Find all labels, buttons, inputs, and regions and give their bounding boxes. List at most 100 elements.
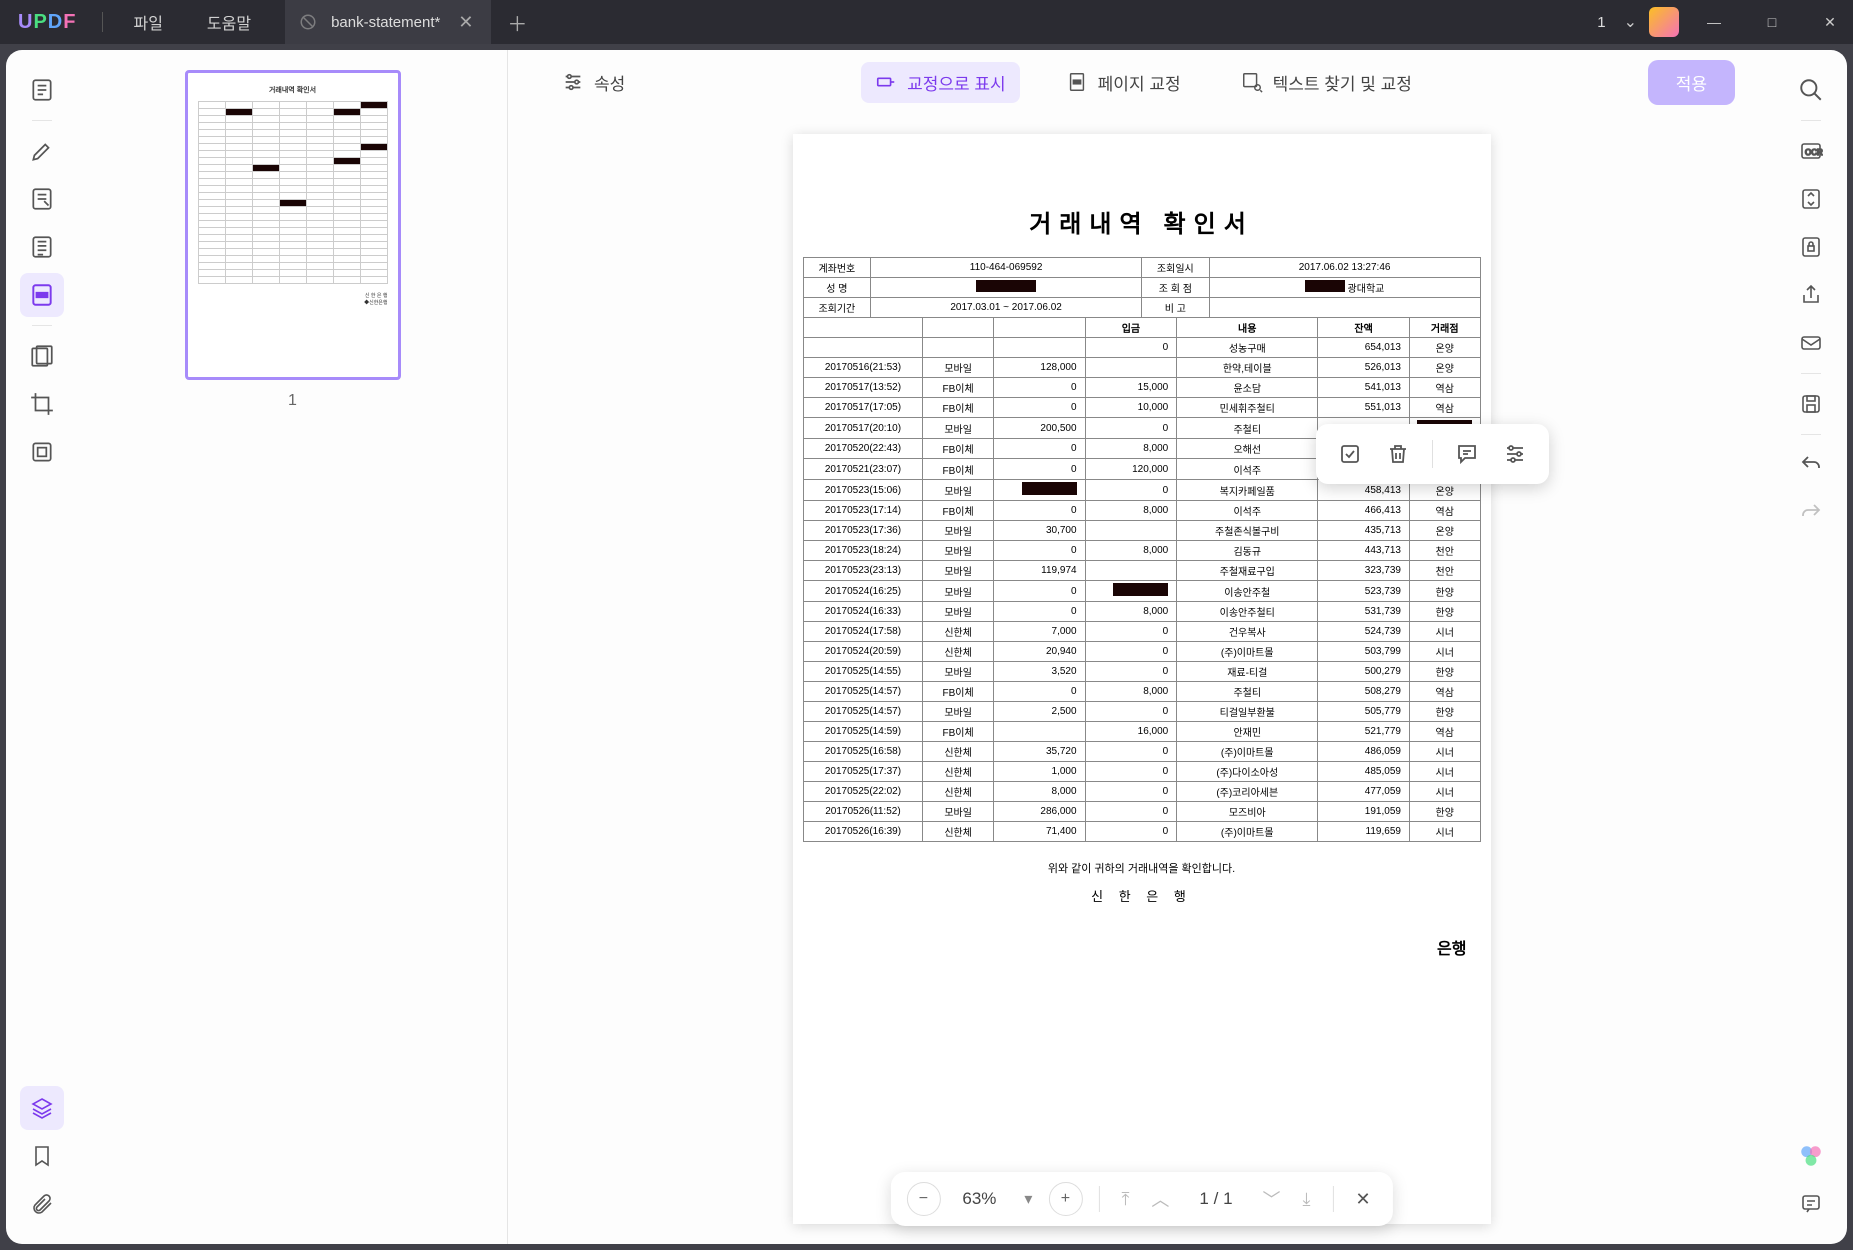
email-button[interactable] bbox=[1789, 321, 1833, 365]
tool-edit[interactable] bbox=[20, 177, 64, 221]
table-row: 20170525(14:59)FB이체16,000안재민521,779역삼 bbox=[803, 722, 1480, 742]
app-logo: U P D F bbox=[0, 11, 94, 34]
titlebar: U P D F 파일 도움말 bank-statement* ✕ ＋ 1 ⌄ —… bbox=[0, 0, 1853, 44]
save-button[interactable] bbox=[1789, 382, 1833, 426]
comment-button[interactable] bbox=[1447, 434, 1487, 474]
convert-button[interactable] bbox=[1789, 177, 1833, 221]
page-thumbnail[interactable]: 거래내역 확인서 bbox=[185, 70, 401, 380]
tool-attachment[interactable] bbox=[20, 1182, 64, 1226]
window-minimize[interactable]: — bbox=[1691, 0, 1737, 44]
add-tab-button[interactable]: ＋ bbox=[491, 8, 543, 37]
protect-button[interactable] bbox=[1789, 225, 1833, 269]
table-cell: 20170517(13:52) bbox=[803, 378, 923, 398]
page-redaction-button[interactable]: 페이지 교정 bbox=[1052, 62, 1195, 103]
delete-redact-button[interactable] bbox=[1378, 434, 1418, 474]
show-redaction-button[interactable]: 교정으로 표시 bbox=[861, 62, 1020, 103]
separator bbox=[102, 12, 103, 32]
canvas-scroll-area[interactable]: 거래내역 확인서 계좌번호110-464-069592조회일시2017.06.0… bbox=[508, 114, 1775, 1244]
zoom-out-button[interactable]: − bbox=[906, 1182, 940, 1216]
table-cell: 온양 bbox=[1409, 338, 1480, 358]
user-avatar[interactable] bbox=[1649, 7, 1679, 37]
zoom-dropdown[interactable]: ▾ bbox=[1018, 1189, 1038, 1209]
header-cell: 성 명 bbox=[803, 278, 871, 298]
menu-help[interactable]: 도움말 bbox=[185, 10, 273, 34]
separator bbox=[32, 325, 52, 326]
ai-button[interactable] bbox=[1789, 1134, 1833, 1178]
separator bbox=[1333, 1186, 1334, 1212]
table-cell: 8,000 bbox=[1085, 439, 1177, 459]
apply-button[interactable]: 적용 bbox=[1648, 60, 1735, 105]
comments-panel-button[interactable] bbox=[1789, 1182, 1833, 1226]
table-cell: 20170517(17:05) bbox=[803, 398, 923, 418]
table-cell: 역삼 bbox=[1409, 722, 1480, 742]
table-cell: 0 bbox=[993, 378, 1085, 398]
table-cell: 8,000 bbox=[1085, 602, 1177, 622]
tab-close-button[interactable]: ✕ bbox=[454, 12, 477, 33]
left-tool-rail bbox=[6, 50, 78, 1244]
tool-organize[interactable] bbox=[20, 334, 64, 378]
table-cell: 모바일 bbox=[923, 418, 994, 439]
window-maximize[interactable]: □ bbox=[1749, 0, 1795, 44]
find-replace-button[interactable]: 텍스트 찾기 및 교정 bbox=[1227, 62, 1426, 103]
table-cell: 526,013 bbox=[1318, 358, 1410, 378]
table-row: 20170525(14:57)FB이체08,000주철티508,279역삼 bbox=[803, 682, 1480, 702]
column-header: 내용 bbox=[1177, 318, 1318, 338]
table-cell: 505,779 bbox=[1318, 702, 1410, 722]
zoom-in-button[interactable]: + bbox=[1048, 1182, 1082, 1216]
chevron-down-icon[interactable]: ⌄ bbox=[1624, 12, 1637, 32]
close-zoom-bar[interactable]: ✕ bbox=[1350, 1189, 1377, 1210]
table-cell: 654,013 bbox=[1318, 338, 1410, 358]
tool-crop[interactable] bbox=[20, 382, 64, 426]
table-cell: 신한체 bbox=[923, 742, 994, 762]
ocr-button[interactable]: OCR bbox=[1789, 129, 1833, 173]
table-cell: 8,000 bbox=[1085, 501, 1177, 521]
table-cell: 200,500 bbox=[993, 418, 1085, 439]
properties-button[interactable]: 속성 bbox=[548, 62, 639, 103]
menu-file[interactable]: 파일 bbox=[111, 10, 184, 34]
table-cell: 신한체 bbox=[923, 782, 994, 802]
table-cell: 15,000 bbox=[1085, 378, 1177, 398]
tool-redact[interactable] bbox=[20, 273, 64, 317]
table-cell: 시너 bbox=[1409, 742, 1480, 762]
table-cell: 20170523(17:36) bbox=[803, 521, 923, 541]
table-cell: 20170525(16:58) bbox=[803, 742, 923, 762]
table-cell: 20170523(18:24) bbox=[803, 541, 923, 561]
thumb-footer: 신 한 은 행◆신한은행 bbox=[198, 292, 388, 306]
tool-layers[interactable] bbox=[20, 1086, 64, 1130]
page-indicator[interactable]: 1 / 1 bbox=[1185, 1189, 1246, 1209]
table-cell: 503,799 bbox=[1318, 642, 1410, 662]
thumbnail-page-number: 1 bbox=[288, 392, 297, 410]
thumb-table bbox=[198, 101, 388, 284]
search-button[interactable] bbox=[1789, 68, 1833, 112]
document-page[interactable]: 거래내역 확인서 계좌번호110-464-069592조회일시2017.06.0… bbox=[793, 134, 1491, 1224]
tool-pages[interactable] bbox=[20, 225, 64, 269]
table-cell: 20170525(14:57) bbox=[803, 682, 923, 702]
tool-highlight[interactable] bbox=[20, 129, 64, 173]
tool-reader[interactable] bbox=[20, 68, 64, 112]
table-cell: 20170523(17:14) bbox=[803, 501, 923, 521]
table-cell: FB이체 bbox=[923, 439, 994, 459]
table-cell: 0 bbox=[1085, 802, 1177, 822]
properties-redact-button[interactable] bbox=[1495, 434, 1535, 474]
table-cell: 20170520(22:43) bbox=[803, 439, 923, 459]
doc-bank-name: 신 한 은 행 bbox=[803, 886, 1481, 905]
last-page-button[interactable]: ⤓ bbox=[1297, 1189, 1317, 1210]
table-row: 20170523(23:13)모바일119,974주철재료구입323,739천안 bbox=[803, 561, 1480, 581]
confirm-redact-button[interactable] bbox=[1330, 434, 1370, 474]
tool-form[interactable] bbox=[20, 430, 64, 474]
document-tab[interactable]: bank-statement* ✕ bbox=[285, 0, 491, 44]
doc-data-table: 입금내용잔액거래점0성농구매654,013온양20170516(21:53)모바… bbox=[803, 317, 1481, 842]
table-cell: 온양 bbox=[1409, 521, 1480, 541]
next-page-button[interactable]: ﹀ bbox=[1257, 1186, 1287, 1212]
table-cell: 20170525(14:59) bbox=[803, 722, 923, 742]
table-cell: 0 bbox=[1085, 662, 1177, 682]
first-page-button[interactable]: ⤒ bbox=[1115, 1189, 1135, 1210]
undo-button[interactable] bbox=[1789, 443, 1833, 487]
table-cell: FB이체 bbox=[923, 378, 994, 398]
redo-button[interactable] bbox=[1789, 491, 1833, 535]
table-row: 20170523(18:24)모바일08,000김동규443,713천안 bbox=[803, 541, 1480, 561]
tool-bookmark[interactable] bbox=[20, 1134, 64, 1178]
prev-page-button[interactable]: ︿ bbox=[1145, 1186, 1175, 1212]
share-button[interactable] bbox=[1789, 273, 1833, 317]
window-close[interactable]: ✕ bbox=[1807, 0, 1853, 44]
